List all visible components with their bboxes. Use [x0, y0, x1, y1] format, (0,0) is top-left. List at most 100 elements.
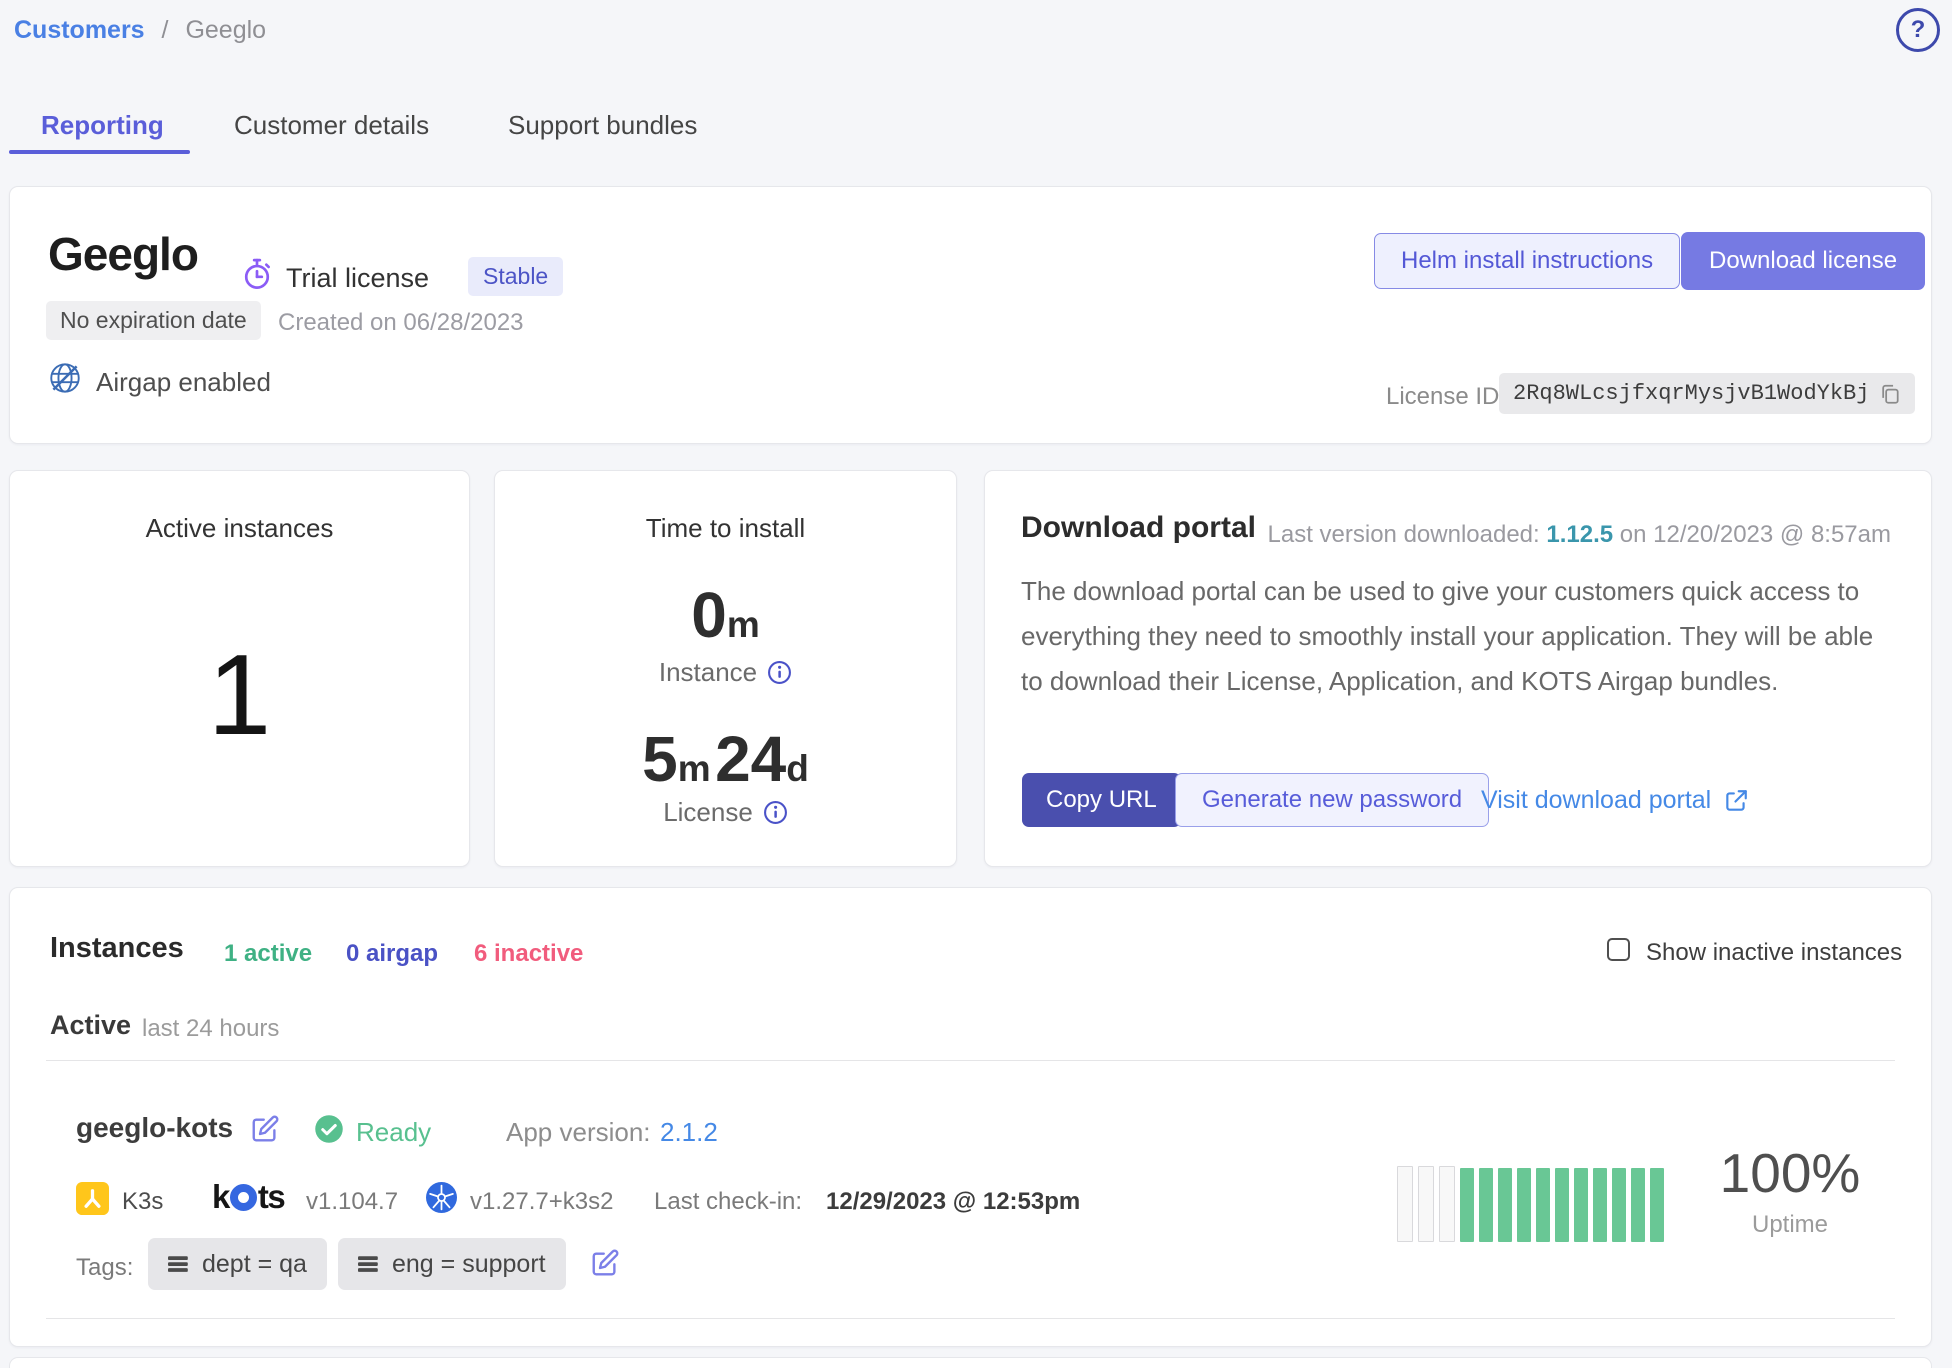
- license-install-time: 5m 24d: [495, 727, 956, 791]
- divider: [46, 1060, 1895, 1061]
- download-portal-card: Download portal Last version downloaded:…: [984, 470, 1932, 867]
- license-time-unit-1: m: [677, 748, 711, 789]
- help-button[interactable]: ?: [1896, 8, 1940, 52]
- last-version-label: Last version downloaded:: [1267, 521, 1540, 548]
- tab-reporting[interactable]: Reporting: [41, 110, 164, 140]
- uptime-bar: [1536, 1168, 1550, 1242]
- license-id-label: License ID:: [1386, 383, 1507, 410]
- breadcrumb-current: Geeglo: [185, 16, 267, 44]
- breadcrumb: Customers / Geeglo: [14, 16, 266, 45]
- uptime-bar: [1650, 1168, 1664, 1242]
- uptime-bar: [1498, 1168, 1512, 1242]
- license-time-value-1: 5: [642, 723, 678, 795]
- trial-timer-icon: [240, 257, 274, 291]
- k8s-version: v1.27.7+k3s2: [470, 1188, 614, 1215]
- tag-value: dept = qa: [202, 1249, 307, 1278]
- kots-logo-o-icon: [229, 1183, 257, 1211]
- download-license-button[interactable]: Download license: [1681, 232, 1926, 290]
- helm-install-instructions-button[interactable]: Helm install instructions: [1374, 233, 1681, 289]
- last-version-date: on 12/20/2023 @ 8:57am: [1619, 521, 1891, 548]
- info-icon[interactable]: [763, 800, 788, 825]
- airgap-enabled-text: Airgap enabled: [96, 367, 271, 397]
- instance-time-unit: m: [726, 604, 760, 645]
- active-group-header: Active: [50, 1010, 132, 1040]
- active-group-subheader: last 24 hours: [142, 1015, 280, 1042]
- instance-time-label: Instance: [658, 657, 758, 687]
- time-to-install-card: Time to install 0m Instance 5m 24d Licen…: [494, 470, 957, 867]
- visit-download-portal-label: Visit download portal: [1481, 786, 1712, 814]
- tab-customer-details[interactable]: Customer details: [234, 110, 430, 140]
- uptime-bar: [1612, 1168, 1626, 1242]
- kots-logo-ts: ts: [257, 1178, 286, 1215]
- uptime-bar: [1439, 1166, 1455, 1242]
- license-id-badge: 2Rq8WLcsjfxqrMysjvB1WodYkBj: [1499, 373, 1916, 414]
- download-portal-title: Download portal: [1021, 511, 1256, 544]
- license-time-label-row: License: [495, 797, 956, 828]
- tab-support-bundles[interactable]: Support bundles: [508, 110, 698, 140]
- distribution-label: K3s: [122, 1188, 164, 1215]
- inactive-count[interactable]: 6 inactive: [474, 940, 584, 967]
- active-tab-underline: [9, 150, 190, 154]
- tags-label: Tags:: [76, 1254, 134, 1281]
- info-icon[interactable]: [767, 660, 792, 685]
- license-type-label: Trial license: [286, 263, 430, 293]
- copy-icon[interactable]: [1879, 383, 1901, 405]
- uptime-summary: 100% Uptime: [1690, 1146, 1890, 1239]
- active-instances-value: 1: [207, 632, 272, 759]
- uptime-bar: [1460, 1168, 1474, 1242]
- kots-logo: k ts: [212, 1178, 286, 1216]
- uptime-bars: [1397, 1166, 1664, 1242]
- license-time-value-2: 24: [715, 723, 787, 795]
- divider: [46, 1318, 1895, 1319]
- uptime-bar: [1418, 1166, 1434, 1242]
- kots-logo-k: k: [212, 1178, 230, 1215]
- app-version-label: App version:: [506, 1117, 651, 1147]
- visit-download-portal-link[interactable]: Visit download portal: [1481, 786, 1749, 815]
- question-mark-icon: ?: [1910, 16, 1926, 43]
- kubernetes-icon: [426, 1182, 457, 1213]
- expiration-badge: No expiration date: [46, 301, 261, 340]
- instance-install-time: 0m: [495, 583, 956, 647]
- breadcrumb-customers-link[interactable]: Customers: [14, 16, 145, 44]
- tag-pill[interactable]: eng = support: [338, 1238, 566, 1290]
- channel-badge: Stable: [468, 257, 564, 296]
- airgap-globe-icon: [46, 359, 84, 397]
- active-instances-card: Active instances 1: [9, 470, 470, 867]
- uptime-bar: [1631, 1168, 1645, 1242]
- license-card: Geeglo Trial license Stable No expiratio…: [9, 186, 1932, 444]
- license-time-unit-2: d: [786, 748, 809, 789]
- external-link-icon: [1723, 788, 1749, 814]
- app-version-link[interactable]: 2.1.2: [660, 1117, 718, 1147]
- airgap-count[interactable]: 0 airgap: [346, 940, 439, 967]
- active-count[interactable]: 1 active: [224, 940, 313, 967]
- instance-time-label-row: Instance: [495, 657, 956, 688]
- copy-url-button[interactable]: Copy URL: [1022, 773, 1181, 827]
- uptime-bar: [1555, 1168, 1569, 1242]
- ready-check-icon: [314, 1114, 344, 1144]
- edit-name-icon[interactable]: [250, 1114, 280, 1144]
- instance-status: Ready: [356, 1117, 432, 1147]
- active-instances-title: Active instances: [145, 513, 334, 543]
- tag-lines-icon: [358, 1253, 380, 1275]
- instances-card: Instances 1 active 0 airgap 6 inactive S…: [9, 887, 1932, 1347]
- time-to-install-title: Time to install: [645, 513, 806, 543]
- uptime-bar: [1517, 1168, 1531, 1242]
- license-time-label: License: [663, 797, 753, 827]
- breadcrumb-separator: /: [161, 16, 169, 44]
- show-inactive-checkbox[interactable]: [1607, 938, 1630, 961]
- license-id-value: 2Rq8WLcsjfxqrMysjvB1WodYkBj: [1513, 381, 1870, 406]
- tag-pill[interactable]: dept = qa: [148, 1238, 327, 1290]
- kots-version: v1.104.7: [306, 1188, 399, 1215]
- edit-tags-icon[interactable]: [590, 1248, 620, 1278]
- instance-name: geeglo-kots: [76, 1112, 234, 1143]
- uptime-value: 100%: [1719, 1142, 1861, 1204]
- uptime-bar: [1479, 1168, 1493, 1242]
- last-version-link[interactable]: 1.12.5: [1546, 521, 1614, 548]
- instance-time-value: 0: [691, 579, 727, 651]
- uptime-bar: [1593, 1168, 1607, 1242]
- download-portal-description: The download portal can be used to give …: [1021, 576, 1874, 696]
- last-version-downloaded: Last version downloaded: 1.12.5 on 12/20…: [1268, 521, 1892, 549]
- generate-new-password-button[interactable]: Generate new password: [1175, 773, 1490, 827]
- show-inactive-label: Show inactive instances: [1646, 939, 1903, 966]
